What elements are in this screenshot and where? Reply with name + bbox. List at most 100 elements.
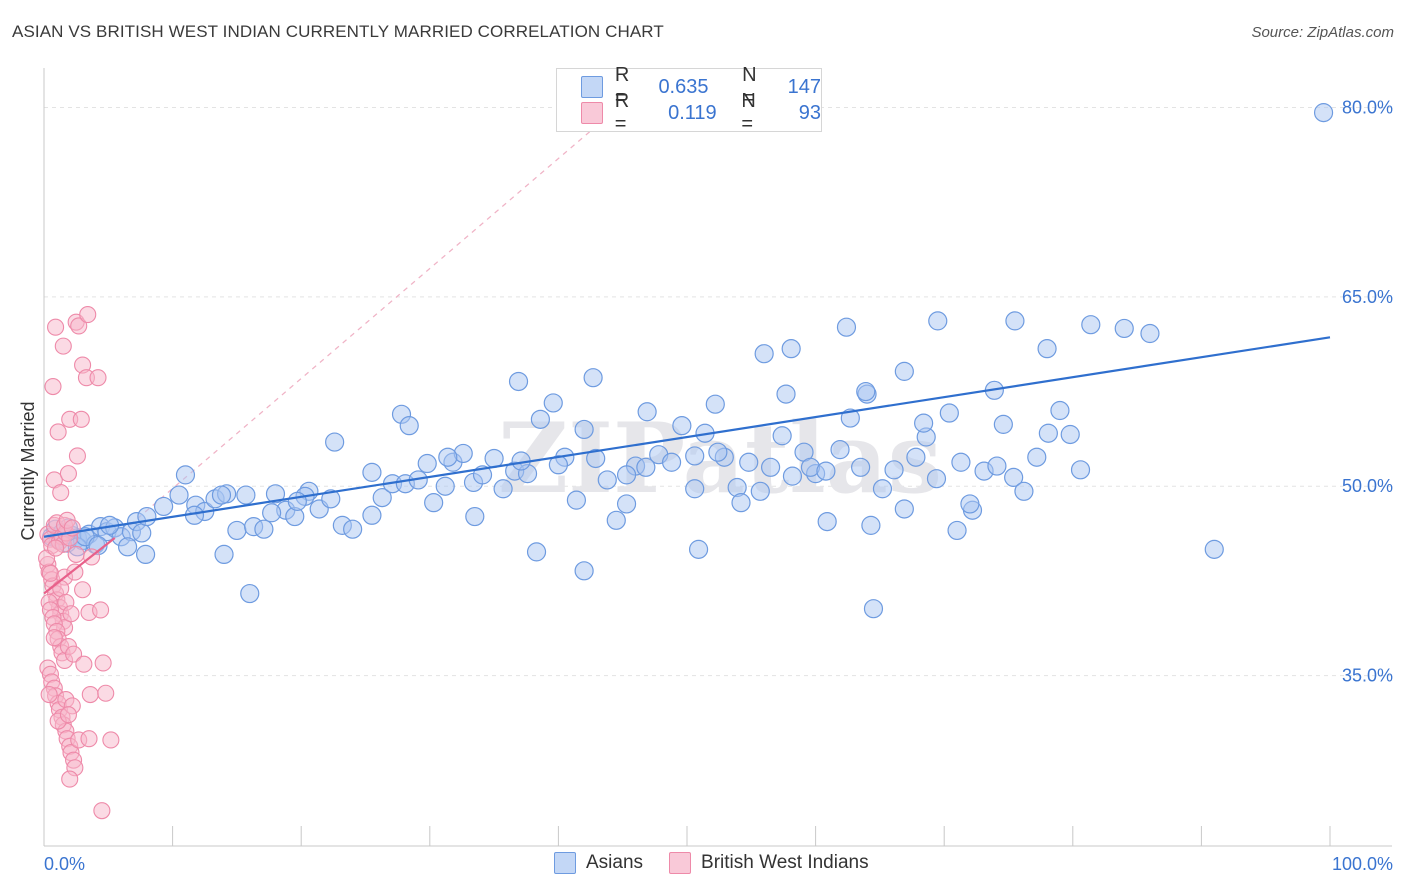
asian-point <box>343 519 363 539</box>
asian-point <box>362 505 382 525</box>
asian-point <box>1070 460 1091 480</box>
asian-point <box>1004 467 1024 488</box>
y-tick-label: 80.0% <box>1342 98 1393 118</box>
asian-point <box>362 462 382 482</box>
bwi-point <box>74 581 92 599</box>
asian-point <box>830 440 850 460</box>
x-tick-label: 100.0% <box>1332 854 1393 874</box>
asian-point <box>435 476 455 496</box>
asian-point <box>117 537 138 557</box>
asian-point <box>493 479 513 499</box>
bwi-point <box>72 410 90 428</box>
series-legend-bwi: British West Indians <box>669 852 869 874</box>
asian-point <box>574 561 594 581</box>
asian-point <box>424 493 444 513</box>
series-legend-asians: Asians <box>554 852 643 874</box>
asian-point <box>816 461 836 481</box>
asian-point <box>484 448 504 469</box>
asians-swatch <box>581 76 603 98</box>
asians-legend-label: Asians <box>586 852 644 873</box>
bwi-point <box>47 539 65 557</box>
asian-point <box>214 544 234 565</box>
bwi-point <box>81 685 99 704</box>
asian-point <box>947 520 967 541</box>
asian-point <box>566 490 587 510</box>
bwi-point <box>54 337 72 355</box>
asian-point <box>236 485 256 505</box>
asian-point <box>894 499 914 519</box>
legend-n-label: N = <box>741 90 756 135</box>
asian-point <box>688 539 709 559</box>
asian-point <box>928 311 948 331</box>
asian-point <box>175 465 196 485</box>
asian-point <box>1005 311 1025 331</box>
bwi-point <box>41 564 59 582</box>
asian-point <box>851 457 871 477</box>
asians-points <box>42 103 1334 619</box>
asian-point <box>906 447 926 467</box>
asian-point <box>262 503 282 523</box>
asian-point <box>132 523 152 543</box>
legend-row-asians: R = 0.635 N = 147 <box>581 64 821 109</box>
bwi-point <box>68 447 86 465</box>
asian-point <box>597 470 617 490</box>
asian-point <box>399 416 419 436</box>
legend-r-label: R = <box>614 64 630 109</box>
asian-point <box>731 493 751 513</box>
asian-point <box>254 519 274 539</box>
asian-point <box>526 542 547 562</box>
asian-point <box>169 485 189 505</box>
bwi-point <box>79 306 97 324</box>
y-tick-label: 35.0% <box>1342 666 1393 686</box>
bwi-point <box>40 685 58 704</box>
asian-point <box>287 491 307 511</box>
bwi-point <box>59 706 77 724</box>
bwi-point <box>89 369 107 387</box>
bwi-point <box>94 654 112 672</box>
asian-point <box>863 599 884 619</box>
bwi-point <box>102 731 120 749</box>
legend-r-value: 0.635 <box>658 75 709 98</box>
asian-point <box>914 413 934 433</box>
bwi-point <box>44 377 62 396</box>
asian-point <box>960 494 980 514</box>
bwi-point <box>80 730 98 748</box>
asian-point <box>1060 424 1080 445</box>
asian-point <box>894 361 914 381</box>
asian-point <box>772 426 792 446</box>
asian-point <box>325 432 345 452</box>
asian-point <box>135 544 156 565</box>
bwi-point <box>67 545 85 563</box>
asian-point <box>548 455 569 475</box>
bwi-point <box>97 684 115 702</box>
series-legend: Asians British West Indians <box>554 852 895 874</box>
asian-point <box>417 453 437 474</box>
asian-point <box>861 515 881 535</box>
asian-point <box>616 494 637 514</box>
bwi-point <box>66 563 84 581</box>
asian-point <box>606 510 626 530</box>
asian-point <box>227 520 247 541</box>
asian-point <box>438 447 458 467</box>
asian-point <box>987 456 1007 476</box>
asian-point <box>708 442 728 462</box>
bwi-trend-line <box>43 537 116 595</box>
asian-point <box>586 448 606 469</box>
asian-point <box>583 368 603 388</box>
asian-point <box>1204 539 1224 559</box>
legend-n-value: 93 <box>798 101 821 124</box>
asian-point <box>661 452 682 472</box>
asian-point <box>754 344 774 364</box>
asian-point <box>1037 339 1057 359</box>
legend-n-label: N = <box>742 64 757 109</box>
asian-point <box>530 409 550 429</box>
correlation-legend: R = 0.635 N = 147 R = 0.119 N = 93 <box>556 64 822 135</box>
bwi-legend-swatch <box>669 852 692 874</box>
asian-point <box>685 479 705 499</box>
bwi-point <box>65 645 83 663</box>
asian-point <box>465 506 485 527</box>
asian-point <box>637 402 657 422</box>
asian-point <box>1027 447 1047 467</box>
asian-point <box>951 452 971 472</box>
